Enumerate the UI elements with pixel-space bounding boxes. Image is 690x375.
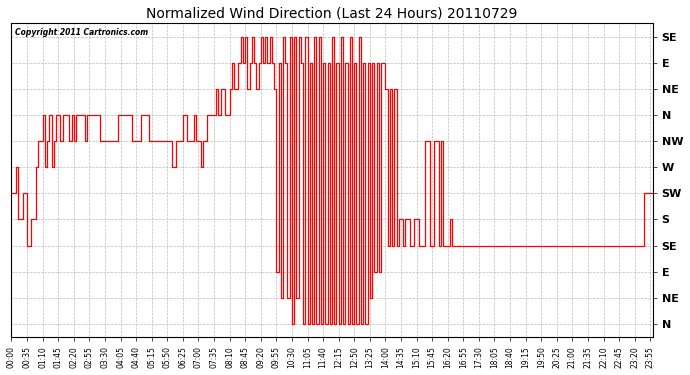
Title: Normalized Wind Direction (Last 24 Hours) 20110729: Normalized Wind Direction (Last 24 Hours… [146,7,518,21]
Text: Copyright 2011 Cartronics.com: Copyright 2011 Cartronics.com [14,28,148,37]
